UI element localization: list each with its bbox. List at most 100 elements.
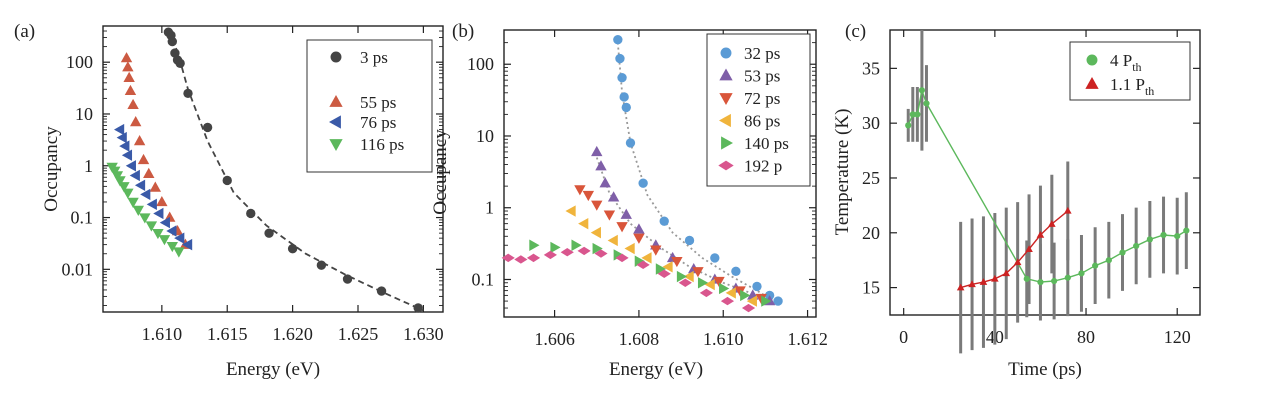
- panel-b-legend-marker-53-ps: [719, 68, 733, 81]
- panel-c-point-4-pth: [1050, 277, 1058, 285]
- panel-b-point-32-ps: [615, 53, 625, 64]
- panel-a-point-3-ps: [246, 208, 256, 219]
- panel-c-point-4-pth: [905, 122, 912, 129]
- panel-a-legend-label: 55 ps: [360, 93, 396, 112]
- panel-a-x-tick-label: 1.625: [338, 324, 379, 344]
- panel-a-point-3-ps: [287, 244, 298, 254]
- panel-a-point-116-ps: [114, 176, 126, 187]
- panel-a-plot-area: [102, 25, 444, 313]
- panel-a-point-76-ps: [166, 225, 177, 237]
- panel-a-point-76-ps: [125, 160, 136, 172]
- panel-b-point-32-ps: [731, 266, 741, 276]
- panel-b-point-140-ps: [719, 282, 730, 295]
- panel-a-point-55-ps: [143, 167, 155, 178]
- panel-c-point-1-1-pth: [1025, 245, 1033, 253]
- panel-c-point-4-pth: [1037, 278, 1044, 286]
- panel-a-point-76-ps: [159, 216, 170, 229]
- panel-a-point-55-ps: [120, 52, 133, 63]
- panel-a-point-3-ps: [202, 122, 213, 133]
- panel-b-legend: 32 ps 53 ps 72 ps 86 ps 140 ps 192 p: [706, 33, 811, 187]
- panel-b-point-140-ps: [740, 289, 751, 302]
- panel-a-legend-marker-116-ps: [329, 139, 343, 151]
- panel-b-point-140-ps: [529, 239, 540, 251]
- panel-c-label: (c): [845, 21, 866, 42]
- panel-a-x-tick-label: 1.630: [403, 324, 444, 344]
- panel-a-point-55-ps: [129, 116, 142, 127]
- panel-b-point-192-p: [678, 278, 692, 287]
- panel-b-fit-curve-1: [616, 42, 775, 302]
- panel-b-legend-label: 32 ps: [744, 44, 780, 63]
- panel-b-point-53-ps: [591, 145, 603, 157]
- panel-c-y-tick-label: 25: [862, 168, 880, 188]
- panel-a-legend-label: 116 ps: [360, 135, 404, 154]
- panel-b-legend-marker-86-ps: [719, 113, 731, 128]
- panel-b-point-72-ps: [692, 267, 704, 278]
- panel-a-point-76-ps: [116, 131, 127, 144]
- panel-b-point-72-ps: [633, 233, 645, 244]
- panel-b-legend-label: 86 ps: [744, 112, 780, 131]
- panel-b-point-72-ps: [713, 276, 725, 288]
- panel-c-point-1-1-pth: [1002, 269, 1011, 277]
- panel-c-legend-label: 1.1 Pth: [1110, 75, 1154, 98]
- panel-b-point-32-ps: [625, 138, 636, 148]
- panel-b-point-192-p: [501, 253, 515, 263]
- panel-b-point-192-p: [526, 253, 541, 263]
- panel-a-legend-marker-55-ps: [329, 95, 343, 107]
- panel-b-ylabel: Occupancy: [430, 129, 451, 215]
- panel-a-label: (a): [14, 21, 35, 42]
- panel-b-point-86-ps: [641, 252, 652, 264]
- panel-c-point-1-1-pth: [1048, 220, 1056, 227]
- panel-b-point-86-ps: [565, 205, 576, 217]
- panel-b-point-140-ps: [634, 255, 645, 267]
- panel-c-y-tick-label: 35: [862, 58, 880, 78]
- panel-c-y-tick-label: 20: [862, 223, 880, 243]
- panel-c-series-line-4-pth: [907, 87, 1187, 283]
- panel-a-point-55-ps: [137, 153, 150, 165]
- panel-a-point-116-ps: [152, 228, 164, 240]
- panel-a-y-tick-label: 0.01: [62, 259, 94, 279]
- panel-b-legend-marker-192-p: [718, 160, 734, 171]
- panel-c-point-4-pth: [1092, 262, 1099, 269]
- panel-a-point-116-ps: [173, 247, 185, 258]
- panel-b-point-192-p: [699, 288, 713, 298]
- panel-b-point-192-p: [543, 250, 557, 260]
- panel-a-point-76-ps: [114, 123, 125, 136]
- panel-a-point-116-ps: [139, 213, 151, 224]
- panel-b-y-tick-label: 10: [476, 126, 494, 146]
- panel-a-y-tick-label: 0.1: [71, 208, 94, 228]
- panel-c-series-line-1-1-pth: [960, 210, 1069, 289]
- panel-a-y-tick-label: 1: [84, 156, 93, 176]
- panel-a-y-tick-label: 10: [75, 104, 93, 124]
- panel-c-point-4-pth: [1146, 236, 1153, 243]
- panel-a-ylabel: Occupancy: [41, 126, 62, 212]
- panel-c-point-4-pth: [918, 87, 926, 94]
- panel-b-legend-label: 53 ps: [744, 67, 780, 86]
- panel-b-point-140-ps: [571, 239, 582, 251]
- panel-c-point-4-pth: [909, 111, 916, 118]
- panel-b-point-53-ps: [595, 160, 607, 171]
- panel-b-xlabel: Energy (eV): [609, 359, 703, 380]
- panel-c-point-1-1-pth: [991, 274, 999, 282]
- panel-c-ylabel: Temperature (K): [832, 109, 853, 236]
- panel-c-legend-marker-1-1-pth: [1085, 77, 1099, 89]
- panel-c-point-4-pth: [1183, 227, 1190, 234]
- panel-b-point-53-ps: [599, 177, 611, 188]
- panel-b-point-86-ps: [590, 226, 601, 239]
- panel-c-point-4-pth: [1160, 231, 1167, 239]
- panel-b-legend-marker-32-ps: [720, 47, 732, 59]
- panel-b-point-86-ps: [578, 217, 589, 230]
- panel-b-point-32-ps: [773, 296, 783, 306]
- panel-a-point-3-ps: [376, 286, 387, 296]
- panel-b-x-tick-label: 1.608: [619, 329, 660, 349]
- panel-a-point-3-ps: [316, 260, 327, 270]
- panel-b-point-32-ps: [638, 178, 648, 188]
- panel-b-y-tick-label: 1: [485, 198, 494, 218]
- panel-b-label: (b): [452, 21, 474, 42]
- panel-c-legend-label-sub: th: [1145, 84, 1154, 98]
- panel-b-fit-curve-2: [595, 157, 758, 297]
- panel-a-point-116-ps: [166, 241, 179, 253]
- panel-c-point-4-pth: [1064, 274, 1071, 281]
- panel-a-point-55-ps: [124, 84, 137, 96]
- panel-b-point-140-ps: [550, 241, 561, 254]
